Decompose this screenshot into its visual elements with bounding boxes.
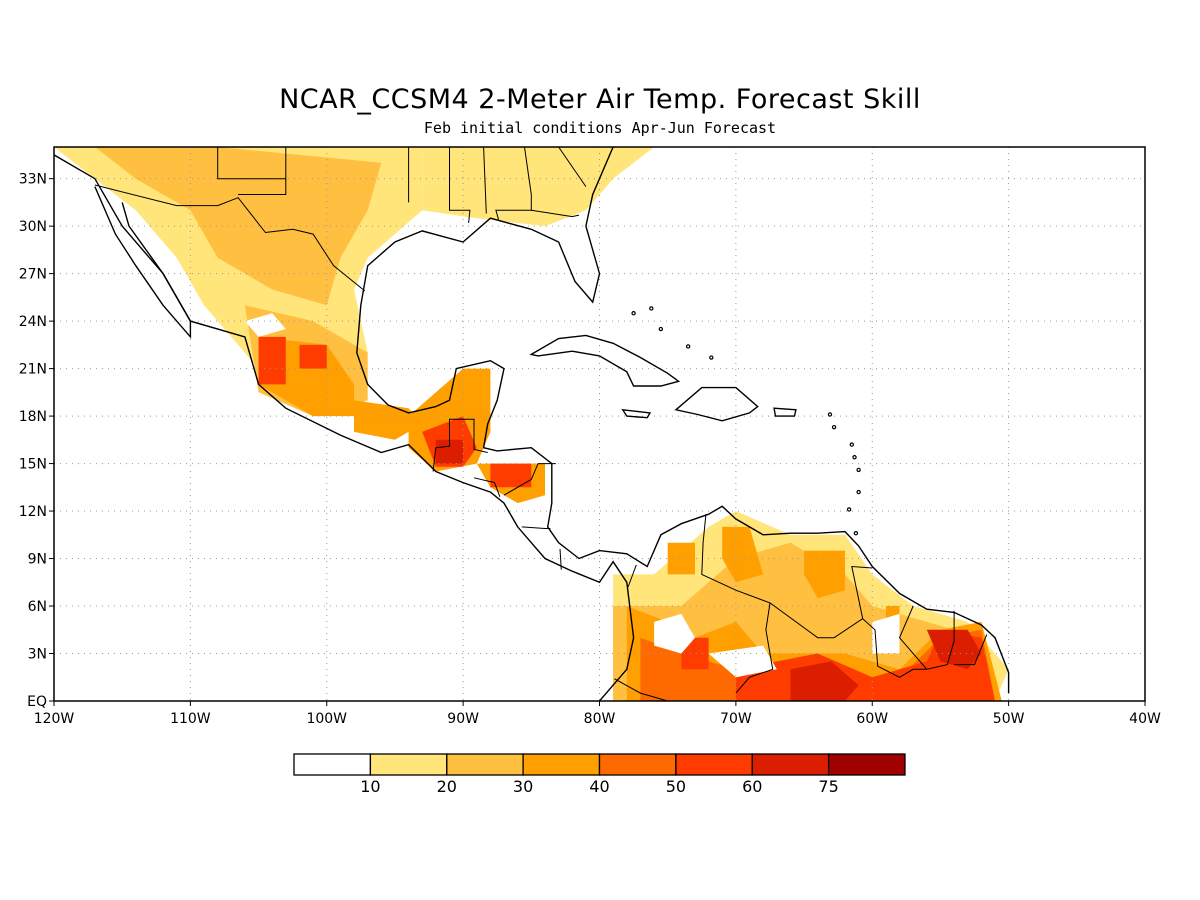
country-border	[614, 678, 668, 701]
y-tick-label: 33N	[19, 172, 47, 188]
country-border	[898, 605, 928, 670]
y-tick-label: 21N	[19, 362, 47, 378]
island	[649, 306, 654, 311]
x-tick-label: 70W	[720, 711, 752, 727]
map-subtitle: Feb initial conditions Apr-Jun Forecast	[423, 119, 777, 137]
y-tick-label: EQ	[27, 694, 47, 710]
colorbar-swatch	[369, 753, 448, 776]
skill-region	[354, 400, 423, 440]
skill-region	[804, 550, 845, 599]
puerto-rico-outline	[773, 407, 797, 417]
skill-region	[926, 629, 982, 670]
x-tick-label: 110W	[170, 711, 211, 727]
colorbar-label: 60	[742, 777, 762, 796]
y-tick-label: 18N	[19, 409, 47, 425]
colorbar-swatch	[522, 753, 601, 776]
y-tick-label: 3N	[28, 647, 47, 663]
y-tick-label: 15N	[19, 457, 47, 473]
colorbar-swatch	[675, 753, 753, 776]
island	[853, 531, 859, 536]
longitude-ticks: 120W 110W 100W 90W 80W 70W 60W 50W 40W	[34, 701, 1161, 727]
island	[685, 344, 691, 349]
country-border	[558, 147, 587, 187]
y-tick-label: 30N	[19, 219, 47, 235]
colorbar-swatch	[827, 753, 906, 776]
low-skill-patch	[708, 645, 777, 678]
country-border	[531, 209, 580, 218]
y-tick-label: 27N	[19, 267, 47, 283]
skill-region	[299, 344, 327, 369]
y-tick-label: 24N	[19, 314, 47, 330]
island	[709, 355, 714, 360]
y-tick-label: 12N	[19, 504, 47, 520]
country-border	[769, 565, 873, 639]
jamaica-outline	[621, 408, 652, 419]
colorbar-label: 75	[818, 777, 838, 796]
skill-shading	[54, 147, 1009, 701]
country-border	[521, 526, 551, 529]
y-tick-label: 6N	[28, 599, 47, 615]
x-tick-label: 60W	[856, 711, 888, 727]
colorbar-label: 20	[437, 777, 457, 796]
x-tick-label: 80W	[584, 711, 616, 727]
island	[856, 489, 861, 495]
colorbar: 10 20 30 40 50 60 75	[293, 753, 906, 796]
country-border	[473, 477, 501, 497]
island	[631, 311, 636, 316]
cuba-outline	[529, 334, 681, 387]
country-border	[483, 147, 487, 214]
skill-region	[722, 526, 764, 583]
low-skill-patch	[244, 313, 286, 337]
colorbar-swatch	[446, 753, 524, 776]
island	[856, 467, 861, 473]
skill-region	[94, 147, 382, 306]
hispaniola-outline	[674, 386, 759, 422]
country-border	[238, 178, 287, 195]
country-border	[449, 147, 471, 224]
island	[846, 507, 852, 512]
skill-region	[667, 542, 695, 575]
country-border	[954, 634, 988, 666]
colorbar-swatch	[751, 753, 830, 776]
country-border	[94, 184, 366, 292]
colorbar-label: 10	[360, 777, 380, 796]
atlantic-coastline	[356, 147, 1010, 694]
pacific-coastline	[54, 154, 635, 701]
country-border	[503, 463, 556, 496]
colorbar-label: 50	[666, 777, 686, 796]
latitude-ticks: EQ 3N 6N 9N 12N 15N 18N 21N 24N 27N 30N 33N	[19, 172, 54, 710]
skill-region	[435, 439, 464, 464]
island	[658, 326, 664, 332]
skill-region	[422, 147, 655, 227]
colorbar-label: 30	[513, 777, 533, 796]
island	[852, 455, 857, 460]
coastlines	[54, 147, 1010, 701]
map-title: NCAR_CCSM4 2-Meter Air Temp. Forecast Sk…	[279, 84, 921, 115]
skill-region	[258, 336, 286, 385]
country-border	[559, 548, 562, 570]
island	[831, 424, 837, 430]
low-skill-patch	[872, 613, 900, 654]
baja-coastline	[94, 186, 192, 339]
x-tick-label: 40W	[1129, 711, 1161, 727]
country-border	[432, 418, 488, 472]
x-tick-label: 50W	[993, 711, 1025, 727]
low-skill-patch	[654, 613, 695, 654]
lat-lon-grid	[54, 147, 1145, 701]
country-border	[627, 564, 637, 588]
skill-region	[490, 463, 532, 488]
country-border	[862, 610, 955, 678]
x-tick-label: 90W	[447, 711, 479, 727]
island	[849, 442, 854, 447]
x-tick-label: 100W	[306, 711, 347, 727]
skill-region	[790, 661, 859, 701]
country-border	[217, 147, 287, 180]
y-tick-label: 9N	[28, 552, 47, 568]
colorbar-swatch	[293, 753, 372, 776]
colorbar-label: 40	[589, 777, 609, 796]
island	[827, 412, 833, 417]
x-tick-label: 120W	[34, 711, 75, 727]
colorbar-swatch	[598, 753, 677, 776]
